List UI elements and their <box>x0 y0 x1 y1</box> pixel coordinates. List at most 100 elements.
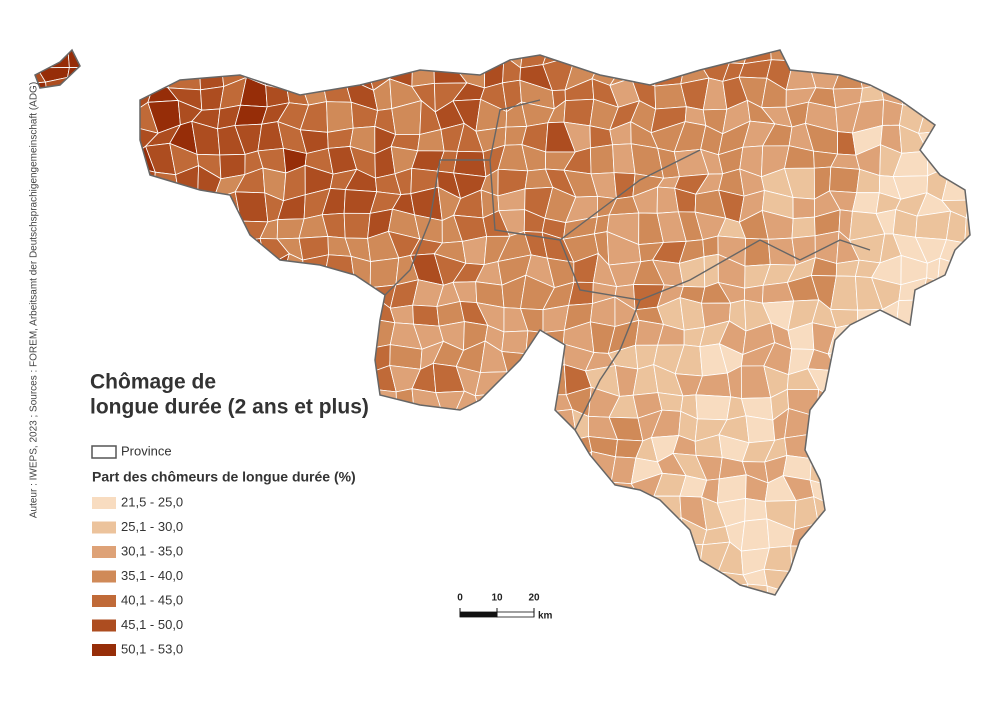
municipality <box>442 410 462 437</box>
municipality <box>64 340 92 377</box>
municipality <box>257 495 290 521</box>
municipality <box>394 495 424 530</box>
municipality <box>698 569 724 595</box>
municipality <box>566 526 589 542</box>
municipality <box>211 541 242 576</box>
scale-segment <box>459 611 498 618</box>
municipality <box>195 613 224 641</box>
municipality <box>58 187 91 220</box>
municipality <box>586 481 617 507</box>
municipality <box>474 393 507 420</box>
municipality <box>191 239 222 263</box>
municipality <box>100 252 137 290</box>
municipality <box>189 507 219 522</box>
municipality <box>17 610 48 633</box>
municipality <box>234 191 269 223</box>
municipality <box>371 540 398 570</box>
municipality <box>215 507 244 530</box>
municipality <box>283 583 308 595</box>
municipality <box>542 472 569 501</box>
municipality <box>279 362 314 399</box>
municipality <box>540 567 574 593</box>
municipality <box>634 528 660 549</box>
municipality <box>606 563 641 595</box>
municipality <box>761 608 797 640</box>
municipality <box>984 347 1000 374</box>
municipality <box>984 258 1000 289</box>
municipality <box>242 435 262 463</box>
municipality <box>926 543 947 572</box>
province-label: Province <box>121 443 172 458</box>
municipality <box>848 434 883 463</box>
municipality <box>634 50 657 66</box>
municipality <box>277 541 306 565</box>
municipality <box>654 50 686 66</box>
municipality <box>310 495 333 527</box>
municipality <box>901 50 923 64</box>
municipality <box>792 197 815 219</box>
municipality <box>216 435 244 465</box>
legend-swatch <box>92 595 116 607</box>
municipality <box>856 50 885 68</box>
municipality <box>589 606 615 637</box>
municipality <box>919 453 944 479</box>
municipality <box>528 430 554 461</box>
municipality <box>60 234 82 263</box>
municipality <box>654 517 685 549</box>
municipality <box>279 346 308 369</box>
municipality <box>497 384 529 420</box>
municipality <box>894 540 930 574</box>
municipality <box>130 323 159 356</box>
province-boundary <box>489 149 701 241</box>
municipality <box>985 496 1000 530</box>
municipality <box>874 50 905 59</box>
municipality <box>57 167 91 197</box>
municipality <box>323 326 355 353</box>
municipality <box>366 591 397 595</box>
municipality <box>238 266 269 280</box>
municipality <box>673 565 700 595</box>
municipality <box>695 394 732 421</box>
municipality <box>110 108 138 126</box>
municipality <box>79 252 115 279</box>
municipality <box>784 408 818 439</box>
municipality <box>122 50 158 59</box>
municipality <box>36 234 64 263</box>
municipality <box>634 495 660 531</box>
municipality <box>366 388 398 422</box>
municipality <box>960 473 970 498</box>
municipality <box>807 588 835 595</box>
municipality <box>35 50 40 69</box>
municipality <box>702 610 731 635</box>
municipality <box>503 431 530 465</box>
municipality <box>958 364 970 393</box>
municipality <box>917 130 951 152</box>
municipality <box>828 612 851 637</box>
municipality <box>784 432 818 460</box>
legend-label: 45,1 - 50,0 <box>121 617 183 632</box>
municipality <box>278 50 309 69</box>
municipality <box>320 541 358 571</box>
municipality <box>370 429 400 462</box>
municipality <box>46 99 68 125</box>
municipality <box>987 540 1000 569</box>
municipality <box>395 428 411 457</box>
legend-label: 50,1 - 53,0 <box>121 641 183 656</box>
municipality <box>321 431 357 465</box>
municipality <box>66 122 92 153</box>
municipality <box>922 346 949 375</box>
municipality <box>233 566 266 595</box>
municipality <box>894 409 917 442</box>
municipality <box>167 57 201 91</box>
municipality <box>562 482 590 501</box>
municipality <box>568 610 590 638</box>
municipality <box>849 344 883 376</box>
municipality <box>503 415 530 439</box>
legend-label: 25,1 - 30,0 <box>121 519 183 534</box>
municipality <box>872 495 903 528</box>
municipality <box>122 54 155 84</box>
municipality <box>432 546 466 568</box>
municipality <box>743 608 768 640</box>
municipality <box>938 305 965 325</box>
